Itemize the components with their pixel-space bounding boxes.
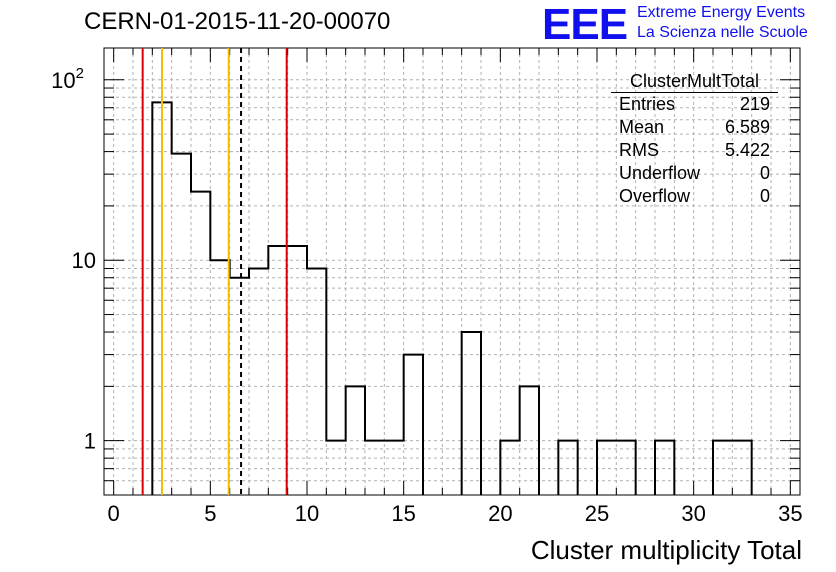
stats-box: ClusterMultTotal Entries 219 Mean 6.589 … [611, 70, 778, 208]
stats-label: Mean [619, 117, 665, 137]
stats-value: 219 [739, 94, 770, 114]
stats-label: Underflow [619, 163, 701, 183]
x-tick-label: 20 [488, 501, 512, 526]
stats-title: ClusterMultTotal [611, 70, 778, 93]
x-tick-label: 35 [778, 501, 802, 526]
histogram-bin [230, 278, 249, 495]
histogram-bin [520, 386, 539, 495]
eee-logo: EEE [542, 0, 628, 49]
stats-label: Entries [619, 94, 676, 114]
histogram-bin [268, 246, 287, 495]
histogram-bin [732, 441, 751, 495]
histogram-bin [210, 260, 229, 495]
histogram-bin [404, 355, 423, 495]
x-axis-label: Cluster multiplicity Total [530, 535, 802, 565]
histogram-bin [346, 386, 365, 495]
histogram-bin [191, 192, 210, 495]
histogram-bin [616, 441, 635, 495]
histogram-bin [597, 441, 616, 495]
x-tick-label: 5 [204, 501, 216, 526]
histogram-bin [500, 441, 519, 495]
run-title: CERN-01-2015-11-20-00070 [84, 8, 391, 35]
histogram-bin [172, 154, 191, 495]
x-tick-label: 15 [391, 501, 415, 526]
histogram-bin [655, 441, 674, 495]
histogram-bin [365, 441, 384, 495]
x-tick-label: 0 [108, 501, 120, 526]
stats-value: 0 [759, 163, 770, 183]
logo-line-1: Extreme Energy Events [637, 4, 806, 21]
histogram-bin [326, 441, 345, 495]
y-tick-label: 10 [72, 248, 96, 273]
stats-row-rms: RMS 5.422 [611, 139, 778, 162]
stats-label: Overflow [619, 186, 691, 206]
x-tick-label: 30 [681, 501, 705, 526]
stats-value: 5.422 [724, 140, 770, 160]
histogram-bin [288, 246, 307, 495]
stats-row-mean: Mean 6.589 [611, 116, 778, 139]
histogram-bin [307, 268, 326, 495]
histogram-bin [249, 268, 268, 495]
histogram-bin [384, 441, 403, 495]
y-tick-label: 102 [51, 65, 84, 93]
logo-line-2: La Scienza nelle Scuole [637, 24, 808, 41]
stats-label: RMS [619, 140, 659, 160]
x-tick-label: 25 [585, 501, 609, 526]
histogram-bin [462, 332, 481, 495]
plot-frame [103, 47, 801, 496]
stats-value: 0 [759, 186, 770, 206]
histogram-bin [558, 441, 577, 495]
stats-row-overflow: Overflow 0 [611, 185, 778, 208]
histogram-outline [151, 101, 753, 495]
x-tick-label: 10 [295, 501, 319, 526]
stats-value: 6.589 [724, 117, 770, 137]
stats-row-entries: Entries 219 [611, 93, 778, 116]
stats-row-underflow: Underflow 0 [611, 162, 778, 185]
y-tick-label: 1 [84, 429, 96, 454]
histogram-bin [713, 441, 732, 495]
